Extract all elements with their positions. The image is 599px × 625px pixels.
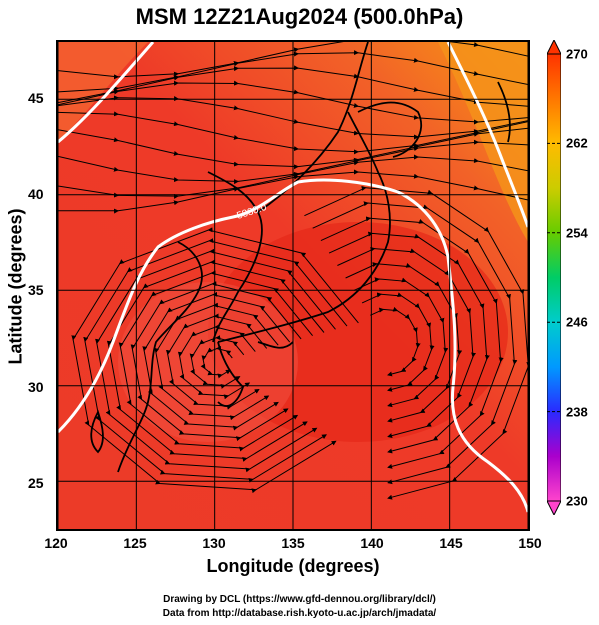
credit-drawing: Drawing by DCL (https://www.gfd-dennou.o… (163, 594, 436, 605)
x-tick-label: 120 (44, 535, 68, 551)
y-tick-label: 40 (28, 186, 44, 203)
colorbar-tick-label: 230 (566, 493, 588, 509)
cool-region-nw (58, 42, 148, 142)
y-tick-label: 30 (28, 378, 44, 395)
x-tick-label: 125 (123, 535, 147, 551)
credit-data: Data from http://database.rish.kyoto-u.a… (162, 608, 437, 619)
contour-nw (58, 42, 155, 144)
y-axis-label: Latitude (degrees) (5, 208, 26, 365)
x-tick-label: 140 (360, 535, 384, 551)
colorbar-tick-label: 238 (566, 404, 588, 420)
taiwan-coast (90, 409, 104, 454)
colorbar-tick-label: 254 (566, 225, 588, 241)
colorbar-tick-label: 270 (566, 46, 588, 62)
x-tick-label: 130 (202, 535, 226, 551)
y-tick-label: 45 (28, 89, 44, 106)
colorbar-scale (547, 53, 561, 502)
contour-5880 (58, 178, 528, 513)
streamline (71, 227, 359, 494)
contour-ne (446, 42, 528, 228)
chart-title: MSM 12Z21Aug2024 (500.0hPa) (135, 4, 464, 29)
map-plot-area: 5880.0 (56, 40, 530, 531)
x-tick-label: 135 (281, 535, 305, 551)
lat-lon-grid (58, 42, 528, 529)
china-coast (117, 241, 203, 473)
weather-map: 5880.0 (58, 42, 528, 529)
x-tick-label: 150 (518, 535, 542, 551)
korea-coast (207, 171, 263, 343)
hokkaido-coast (357, 101, 423, 158)
wind-streamlines (58, 42, 528, 500)
colorbar-tick-label: 246 (566, 314, 588, 330)
shikoku-coast (257, 341, 294, 349)
y-tick-label: 25 (28, 474, 44, 491)
colorbar (547, 40, 561, 515)
x-tick-label: 145 (439, 535, 463, 551)
kuril-coast (497, 81, 511, 143)
x-axis-label: Longitude (degrees) (206, 556, 380, 576)
kyushu-coast (217, 341, 245, 407)
colorbar-top-arrow (547, 40, 561, 55)
colorbar-bottom-arrow (547, 500, 561, 515)
streamline (58, 169, 528, 214)
y-tick-label: 35 (28, 282, 44, 299)
colorbar-tick-label: 262 (566, 135, 588, 151)
russia-coast (257, 42, 369, 213)
